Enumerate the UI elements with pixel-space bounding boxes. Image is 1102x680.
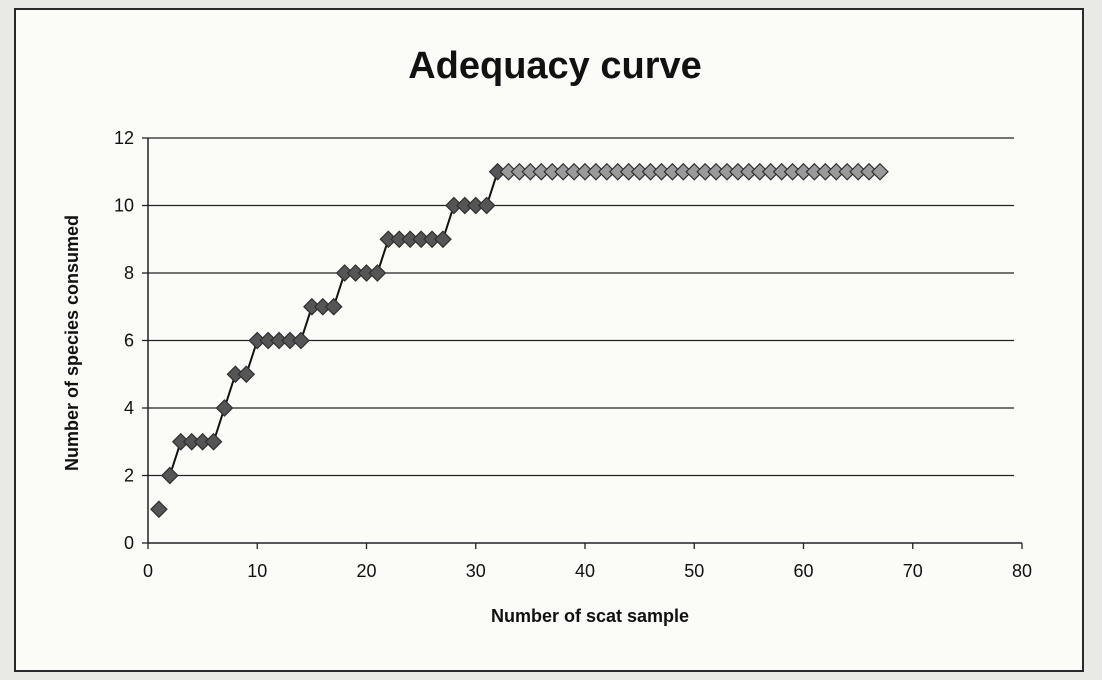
x-tick-label: 80 [1012,561,1032,581]
data-point [237,365,256,384]
y-tick-label: 8 [124,263,134,283]
y-tick-label: 10 [114,196,134,216]
data-point [204,432,223,451]
x-tick-label: 60 [793,561,813,581]
y-axis-label: Number of species consumed [62,215,82,471]
y-tick-label: 6 [124,331,134,351]
x-tick-label: 50 [684,561,704,581]
data-point [871,162,889,181]
data-point [477,196,496,215]
y-tick-label: 2 [124,466,134,486]
data-point [161,466,179,485]
data-point [215,399,234,417]
tick-labels: 0 2 4 6 8 10 12 0 10 20 30 40 50 60 70 80 [114,128,1032,581]
trend-line [168,170,880,476]
chart-title: Adequacy curve [408,45,702,87]
gridlines [148,137,1014,477]
x-tick-label: 30 [466,561,486,581]
data-point [292,331,310,350]
y-tick-label: 0 [124,533,134,553]
data-point [368,264,387,282]
x-tick-label: 40 [575,561,595,581]
data-points [150,162,889,519]
x-tick-label: 70 [903,561,923,581]
data-point [324,297,343,316]
trend-line-path [168,170,880,476]
data-point [150,500,168,519]
data-point [434,230,452,249]
x-tick-label: 10 [247,561,267,581]
x-tick-label: 20 [356,561,376,581]
x-tick-label: 0 [143,561,153,581]
axes [142,137,1023,549]
y-tick-label: 4 [124,398,134,418]
y-tick-label: 12 [114,128,134,148]
x-axis-label: Number of scat sample [491,606,689,626]
